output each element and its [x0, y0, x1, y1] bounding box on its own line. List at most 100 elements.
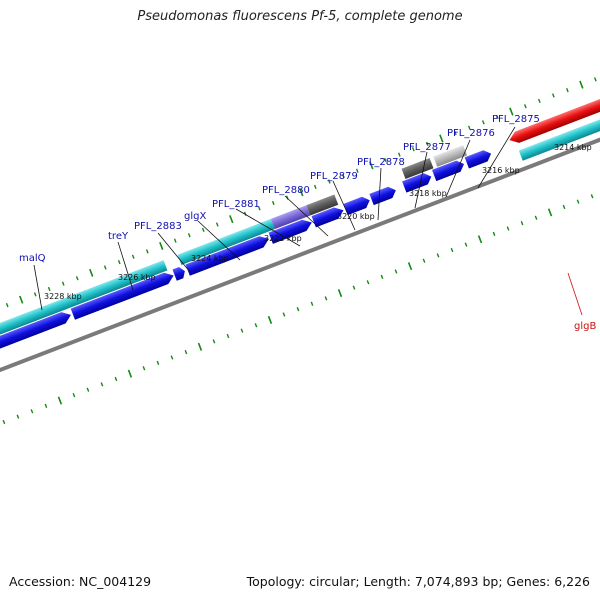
minor-tick [422, 258, 426, 263]
gene-bar[interactable] [518, 107, 600, 161]
minor-tick [100, 382, 104, 387]
gene-label[interactable]: glgX [184, 211, 206, 222]
minor-tick [30, 409, 34, 414]
gene-bar-purple[interactable] [270, 205, 311, 230]
minor-tick [355, 168, 359, 173]
gene-label[interactable]: PFL_2875 [492, 114, 540, 125]
major-tick [407, 262, 413, 271]
minor-tick [131, 254, 135, 259]
major-tick [229, 215, 234, 224]
minor-tick [464, 242, 468, 247]
major-tick [19, 295, 24, 304]
major-tick [439, 134, 444, 143]
gene-labels: PFL_2875 PFL_2876 PFL_2877 PFL_2878 PFL_… [19, 114, 596, 332]
tick-label: 3228 kbp [44, 292, 82, 301]
minor-tick [103, 265, 107, 270]
minor-tick [44, 403, 48, 409]
major-tick [127, 369, 133, 378]
minor-tick [380, 274, 384, 280]
cds-arrow-red[interactable] [507, 90, 600, 146]
minor-tick [534, 215, 538, 220]
minor-tick [313, 184, 317, 189]
gene-label[interactable]: PFL_2880 [262, 185, 310, 196]
minor-tick [201, 227, 205, 232]
gene-label[interactable]: PFL_2879 [310, 171, 358, 182]
tick-label: 3218 kbp [409, 189, 447, 198]
reverse-strand-features [507, 90, 600, 161]
minor-tick [226, 333, 230, 339]
gene-bar-light[interactable] [433, 145, 468, 167]
minor-tick [383, 157, 387, 163]
minor-tick [481, 120, 485, 125]
label-leader-lines [33, 126, 583, 316]
cds-arrow[interactable] [369, 185, 398, 206]
minor-tick [142, 366, 146, 371]
minor-tick [212, 339, 216, 344]
minor-tick [590, 194, 594, 199]
tick-row-inner [2, 194, 594, 425]
minor-tick [523, 104, 527, 109]
gene-label[interactable]: treY [108, 231, 129, 242]
minor-tick [282, 312, 286, 317]
minor-tick [537, 98, 541, 103]
gene-bar-dark[interactable] [401, 157, 434, 180]
minor-tick [187, 233, 191, 238]
cds-arrow[interactable] [0, 309, 73, 353]
cds-arrow[interactable] [402, 171, 433, 193]
gene-label[interactable]: malQ [19, 253, 46, 264]
minor-tick [520, 221, 524, 226]
cds-arrow[interactable] [311, 205, 346, 228]
gene-label[interactable]: PFL_2876 [447, 128, 495, 139]
gene-label[interactable]: PFL_2877 [403, 142, 451, 153]
gene-label[interactable]: PFL_2878 [357, 157, 405, 168]
major-tick [159, 241, 164, 250]
minor-tick [450, 247, 454, 253]
map-title: Pseudomonas fluorescens Pf-5, complete g… [137, 9, 463, 24]
minor-tick [495, 114, 499, 120]
minor-tick [47, 286, 51, 292]
tick-label: 3220 kbp [337, 212, 375, 221]
minor-tick [506, 226, 510, 231]
cds-arrow[interactable] [343, 195, 372, 216]
minor-tick [327, 179, 331, 184]
gene-bar-dark[interactable] [306, 194, 339, 216]
cds-arrow[interactable] [172, 266, 187, 281]
major-tick [509, 107, 514, 116]
gene-bar[interactable] [177, 218, 275, 266]
minor-tick [310, 301, 314, 306]
genome-backbone [0, 110, 600, 383]
tick-row-outer [5, 77, 597, 308]
cds-arrow[interactable] [464, 148, 494, 169]
minor-tick [366, 280, 370, 285]
cds-arrows-forward [0, 148, 494, 353]
cds-arrow[interactable] [268, 217, 314, 244]
cds-arrow[interactable] [185, 233, 272, 276]
minor-tick [33, 292, 37, 297]
minor-tick [566, 87, 569, 93]
minor-tick [72, 393, 76, 398]
minor-tick [492, 231, 496, 237]
tick-label: 3222 kbp [264, 234, 302, 243]
minor-tick [411, 147, 415, 152]
minor-tick [467, 125, 471, 130]
minor-tick [257, 206, 261, 211]
gene-label[interactable]: PFL_2883 [134, 221, 182, 232]
cds-arrow[interactable] [70, 270, 176, 320]
gene-bar[interactable] [0, 260, 168, 350]
accession-text: Accession: NC_004129 [9, 574, 152, 589]
major-tick [579, 80, 584, 89]
major-tick [57, 396, 63, 405]
minor-tick [16, 414, 20, 419]
major-tick [89, 268, 94, 277]
minor-tick [352, 285, 356, 290]
major-tick [477, 235, 483, 244]
minor-tick [75, 276, 79, 281]
minor-tick [397, 152, 401, 157]
minor-tick [594, 77, 597, 82]
gene-label[interactable]: PFL_2881 [212, 199, 260, 210]
forward-strand-features [0, 145, 468, 350]
cds-arrow[interactable] [431, 158, 466, 182]
gene-label[interactable]: glgB [574, 321, 596, 332]
minor-tick [394, 269, 398, 274]
